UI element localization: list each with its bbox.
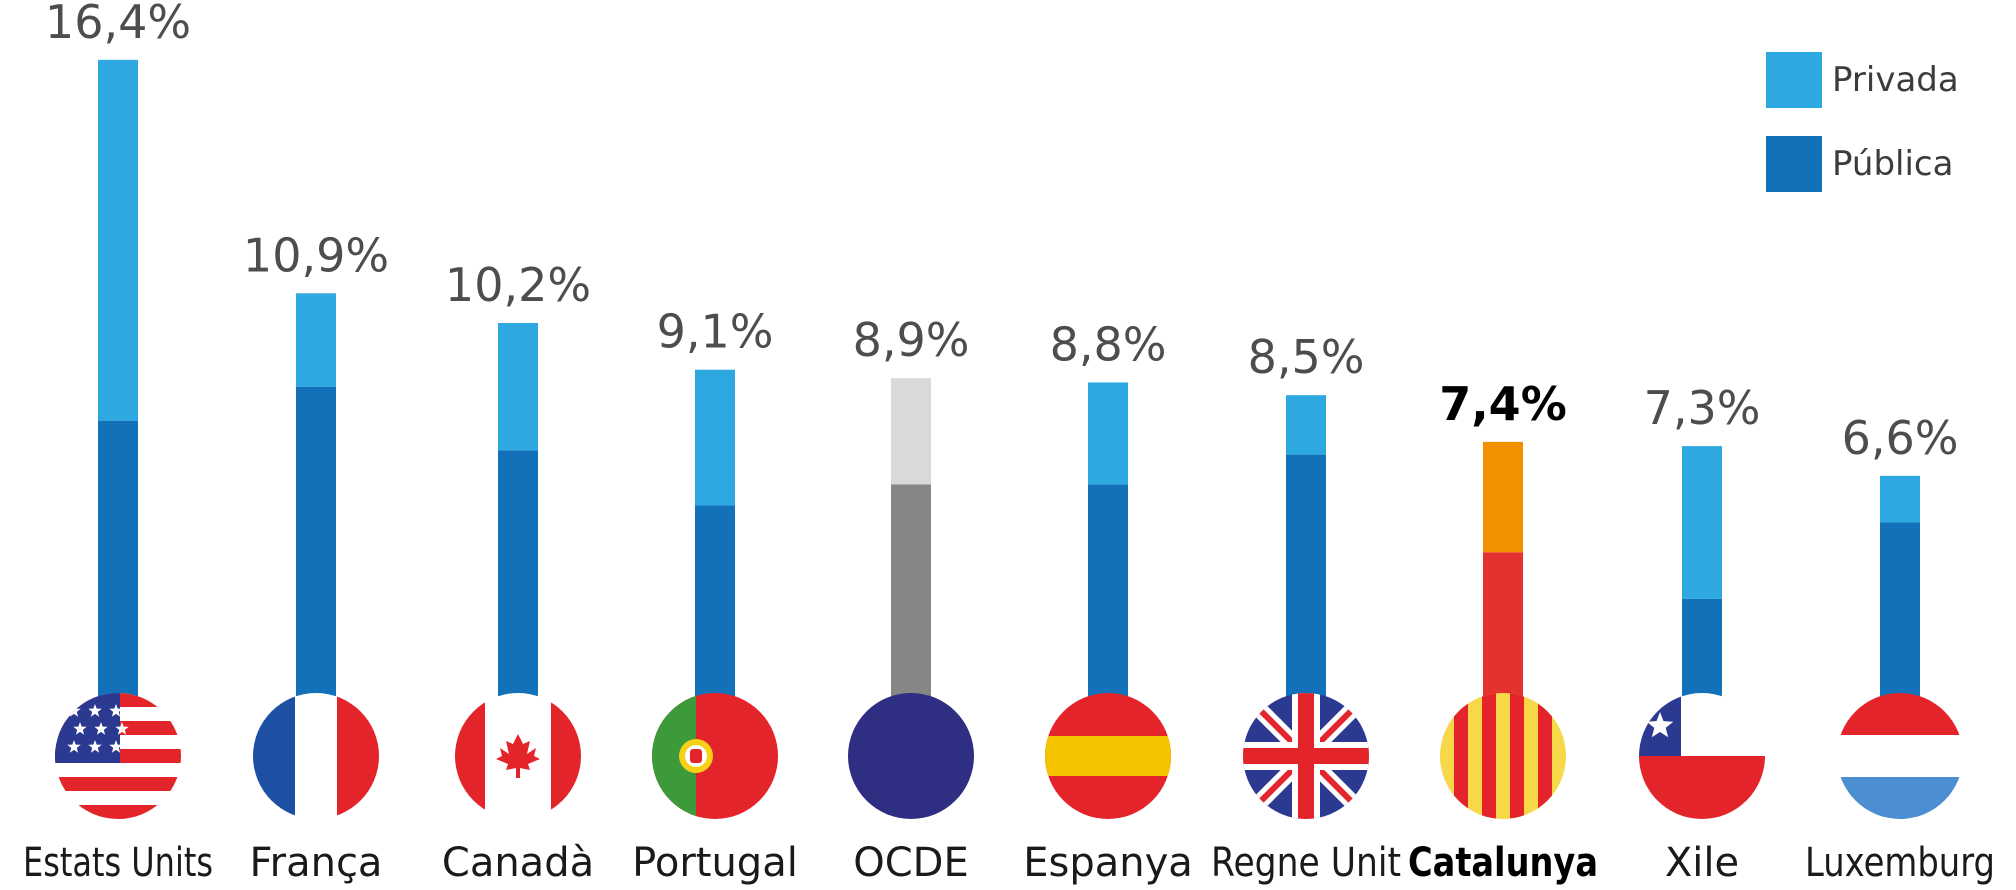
bar-privada-regne-unit (1286, 395, 1326, 455)
spain-flag-icon (1045, 693, 1171, 819)
bar-privada-estats-units (98, 59, 138, 421)
catalonia-flag-icon (1440, 693, 1566, 819)
bar-privada-xile (1682, 446, 1722, 599)
value-label-catalunya: 7,4% (1439, 377, 1567, 431)
category-label-canada: Canadà (442, 840, 594, 886)
category-label-xile: Xile (1665, 840, 1739, 886)
flags-group (55, 693, 1963, 819)
legend-label-publica: Pública (1832, 144, 1954, 184)
bar-privada-catalunya (1483, 441, 1523, 553)
bar-privada-franca (296, 293, 336, 387)
value-label-portugal: 9,1% (657, 305, 774, 359)
legend-item-publica: Pública (1766, 136, 2006, 196)
legend-swatch-publica (1766, 136, 1822, 192)
chile-flag-icon (1639, 693, 1765, 819)
category-label-luxemburg: Luxemburg (1805, 840, 1995, 886)
category-label-franca: França (250, 840, 383, 886)
bar-privada-ocde (891, 378, 931, 485)
category-label-portugal: Portugal (632, 840, 798, 886)
category-label-regne-unit: Regne Unit (1211, 840, 1401, 886)
oecd-circle-icon (848, 693, 974, 819)
bar-privada-espanya (1088, 382, 1128, 485)
legend-item-privada: Privada (1766, 52, 2006, 112)
uk-flag-icon (1243, 693, 1369, 819)
portugal-flag-icon (652, 693, 778, 819)
value-label-ocde: 8,9% (853, 313, 970, 367)
category-label-catalunya: Catalunya (1408, 840, 1598, 886)
bar-privada-luxemburg (1880, 475, 1920, 523)
bar-privada-canada (498, 323, 538, 451)
category-label-espanya: Espanya (1023, 840, 1193, 886)
value-label-canada: 10,2% (445, 258, 591, 312)
labels-group: 16,4% Estats Units 10,9% França 10,2% Canadà 9… (23, 0, 1995, 886)
value-label-xile: 7,3% (1644, 381, 1761, 435)
bar-privada-portugal (695, 369, 735, 506)
category-label-ocde: OCDE (853, 840, 969, 886)
legend-label-privada: Privada (1832, 60, 1959, 100)
luxembourg-flag-icon (1837, 693, 1963, 819)
legend-swatch-privada (1766, 52, 1822, 108)
france-flag-icon (253, 693, 379, 819)
value-label-regne-unit: 8,5% (1248, 330, 1365, 384)
value-label-franca: 10,9% (243, 228, 389, 282)
value-label-espanya: 8,8% (1050, 317, 1167, 371)
value-label-luxemburg: 6,6% (1842, 411, 1959, 465)
usa-flag-icon (55, 693, 181, 819)
category-label-estats-units: Estats Units (23, 840, 213, 886)
value-label-estats-units: 16,4% (45, 0, 191, 49)
canada-flag-icon (455, 693, 581, 819)
